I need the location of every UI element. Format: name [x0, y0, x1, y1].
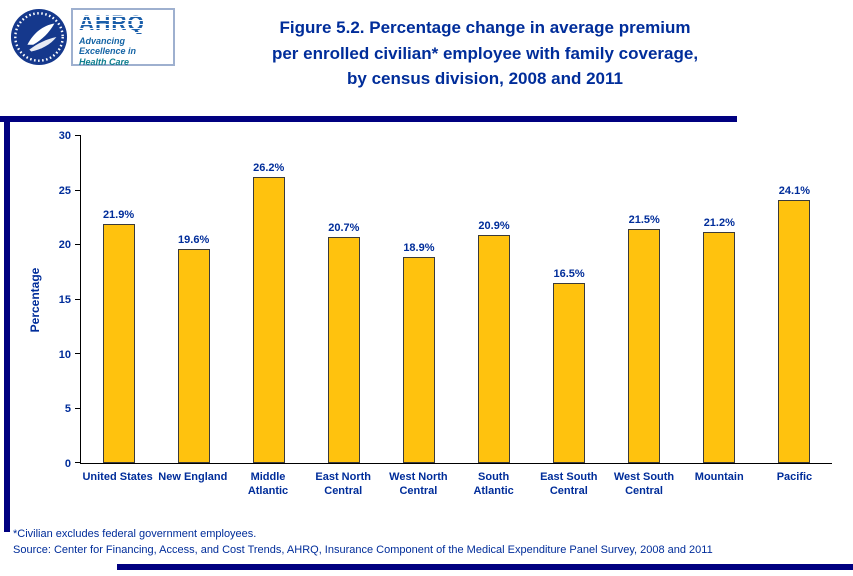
bar-value-label: 19.6% — [178, 234, 210, 247]
figure-title-line1: Figure 5.2. Percentage change in average… — [279, 18, 691, 37]
bar-value-label: 16.5% — [553, 268, 585, 281]
bar — [402, 257, 435, 463]
figure-title: Figure 5.2. Percentage change in average… — [160, 15, 810, 92]
bar-slot-6: 16.5% — [532, 136, 607, 463]
bar-slot-0: 21.9% — [81, 136, 156, 463]
bar-slot-4: 18.9% — [381, 136, 456, 463]
header-divider-rule — [0, 116, 737, 122]
y-tick-label: 0 — [64, 458, 71, 470]
figure-title-line3: by census division, 2008 and 2011 — [347, 69, 623, 88]
bar — [478, 235, 511, 463]
bar-slot-5: 20.9% — [456, 136, 531, 463]
x-axis-category-label: Middle Atlantic — [247, 471, 289, 497]
y-tick-mark — [75, 189, 81, 191]
y-tick-label: 30 — [58, 130, 71, 142]
y-tick-mark — [75, 298, 81, 300]
bar — [177, 249, 210, 463]
x-axis-category-label: South Atlantic — [473, 471, 514, 497]
bar-value-label: 21.2% — [703, 216, 735, 229]
y-tick-mark — [75, 407, 81, 409]
ahrq-tagline: Advancing Excellence in Health Care — [79, 36, 168, 67]
x-axis-category-label: Pacific — [776, 471, 813, 483]
source-note: Source: Center for Financing, Access, an… — [13, 543, 713, 556]
y-tick-mark — [75, 244, 81, 245]
y-tick-label: 25 — [58, 184, 71, 197]
y-tick-label: 5 — [64, 403, 71, 416]
y-tick-mark — [75, 135, 81, 136]
y-axis-title-cell: Percentage — [26, 136, 44, 464]
bar — [102, 224, 135, 463]
y-tick-label: 15 — [58, 294, 71, 306]
bar-value-label: 20.7% — [328, 222, 360, 235]
x-axis-labels: United States New England Middle Atlantic E… — [80, 464, 832, 499]
x-axis-category-label: United States — [82, 471, 153, 483]
bar — [327, 237, 360, 463]
y-tick-label: 10 — [58, 348, 71, 361]
figure-title-line2: per enrolled civilian* employee with fam… — [271, 43, 699, 63]
ahrq-tagline-line3: Health Care — [79, 56, 130, 67]
y-tick-mark — [75, 353, 81, 354]
figure-footer: *Civilian excludes federal government em… — [13, 527, 713, 558]
bar-value-label: 26.2% — [253, 162, 285, 175]
bar-slot-8: 21.2% — [682, 136, 757, 463]
x-axis-category-label: West South Central — [613, 471, 675, 497]
bar-value-label: 18.9% — [403, 242, 435, 254]
bar-value-label: 21.9% — [102, 209, 135, 222]
left-border-rule — [4, 116, 10, 532]
bar-slot-3: 20.7% — [306, 136, 381, 463]
header-logos: AHRQ Advancing Excellence in Health Care — [10, 8, 175, 67]
bar — [703, 231, 736, 463]
bar-slot-7: 21.5% — [607, 136, 682, 463]
bar-slot-2: 26.2% — [231, 136, 306, 463]
x-axis-category-label: West North Central — [389, 471, 448, 497]
ahrq-tagline-line1: Advancing — [79, 36, 126, 46]
bar — [553, 283, 586, 463]
footnote: *Civilian excludes federal government em… — [13, 528, 257, 541]
bar-value-label: 20.9% — [478, 220, 510, 233]
x-axis-category-label: Mountain — [694, 471, 744, 483]
x-axis-category-label: East North Central — [315, 471, 372, 497]
bottom-border-rule — [117, 564, 853, 570]
y-tick-mark — [75, 462, 81, 463]
bar — [628, 228, 661, 463]
bar-value-label: 24.1% — [778, 185, 810, 198]
hhs-logo-icon — [10, 8, 68, 66]
y-axis-title: Percentage — [28, 267, 42, 333]
y-tick-label: 20 — [58, 239, 71, 252]
bar — [778, 200, 811, 463]
bar-value-label: 21.5% — [628, 213, 660, 226]
bar-slot-1: 19.6% — [156, 136, 231, 463]
ahrq-wordmark: AHRQ — [79, 13, 168, 34]
ahrq-logo: AHRQ Advancing Excellence in Health Care — [71, 8, 175, 67]
ahrq-tagline-line2: Excellence in — [79, 46, 137, 57]
plot-area: 21.9% 19.6% 26.2% 20.7% 18.9% 20.9% 16.5% 21.5%… — [75, 135, 832, 464]
bar-slot-9: 24.1% — [757, 136, 832, 463]
bar — [252, 177, 285, 463]
x-axis-category-label: New England — [158, 471, 228, 483]
bar-chart: Percentage 0 5 10 15 20 25 30 21.9% 19.6% 26.2% 2… — [26, 130, 832, 499]
x-axis-category-label: East South Central — [540, 471, 598, 497]
y-axis-ticks: 0 5 10 15 20 25 30 — [44, 130, 80, 470]
